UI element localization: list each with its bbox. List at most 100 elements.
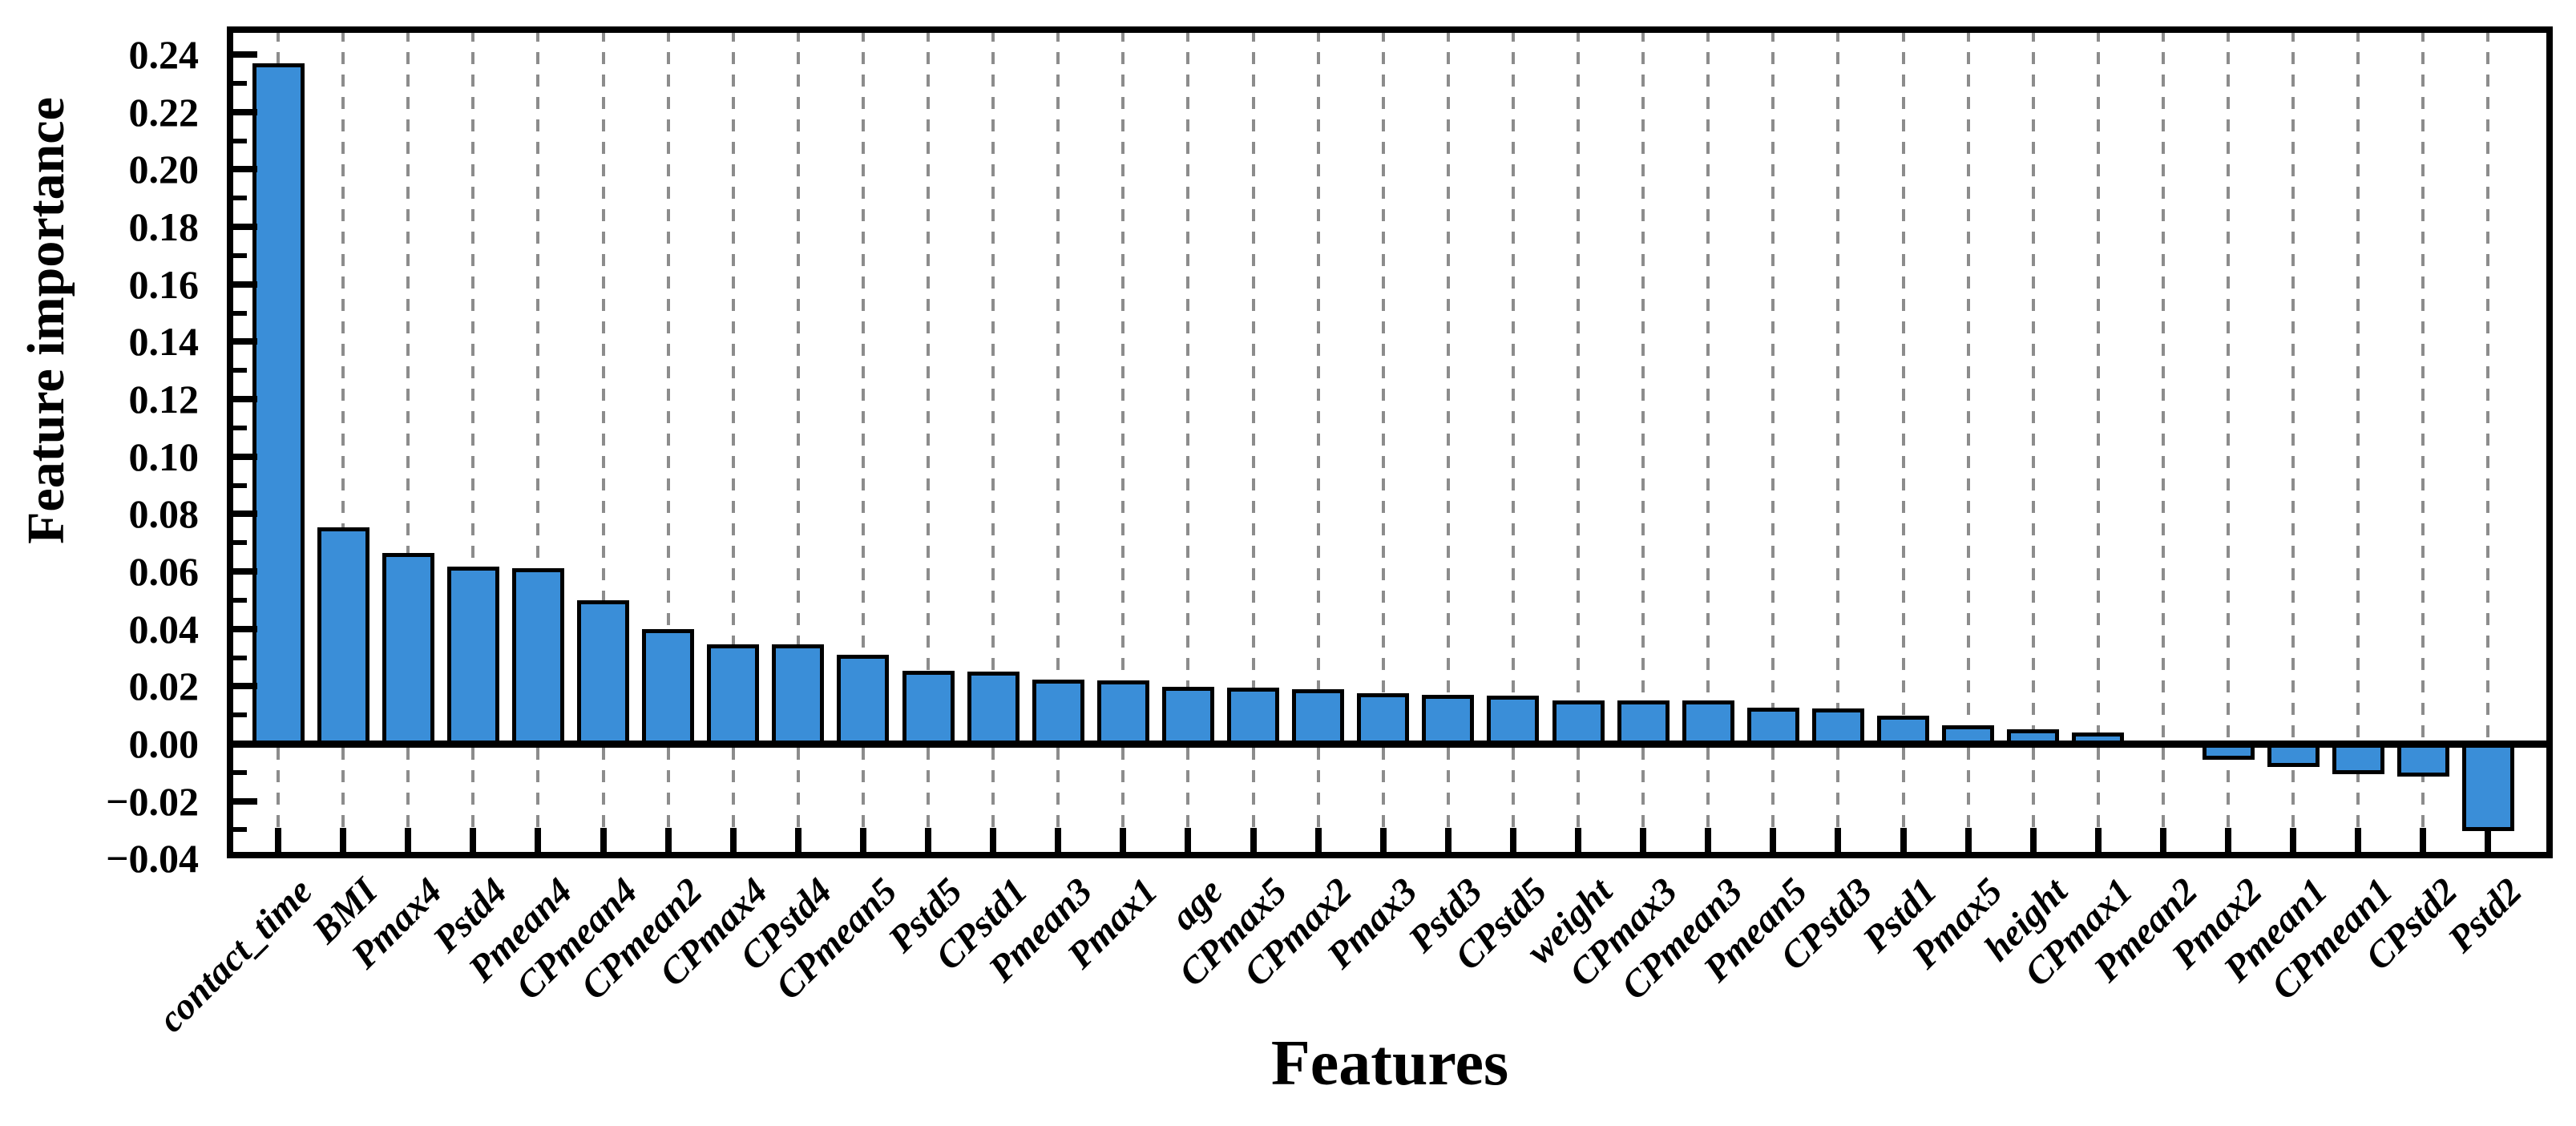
y-tick-label: 0.08 [128,491,200,537]
x-tick-label: Pstd2 [2440,870,2531,961]
x-tick-mark [2355,828,2362,852]
gridline [1251,30,1255,855]
gridline [1381,30,1385,855]
gridline [861,30,865,855]
y-tick-mark [233,224,257,231]
y-tick-mark [233,338,257,345]
bar-Pmax1 [1096,680,1149,748]
y-minor-tick-mark [233,655,247,660]
y-tick-label: 0.22 [128,89,200,135]
gridline [1966,30,1970,855]
y-tick-mark [233,166,257,173]
bar-CPmax2 [1292,688,1345,748]
bar-contact_time [252,63,305,748]
x-tick-mark [1575,828,1581,852]
y-axis-title: Feature importance [17,97,75,544]
y-tick-mark [233,625,257,632]
y-tick-label: 0.10 [128,434,200,479]
y-tick-mark [233,280,257,288]
y-minor-tick-mark [233,138,247,143]
y-minor-tick-mark [233,425,247,430]
x-tick-mark [2420,828,2427,852]
y-tick-label: −0.04 [106,836,199,882]
y-tick-mark [233,511,257,518]
plot-area [227,26,2553,858]
x-tick-mark [990,828,997,852]
gridline [1446,30,1450,855]
x-tick-mark [1314,828,1322,852]
y-tick-label: −0.02 [106,778,199,824]
gridline [991,30,995,855]
y-tick-label: 0.24 [128,32,200,78]
x-tick-mark [2159,828,2166,852]
y-minor-tick-mark [233,827,247,833]
bar-Pmax3 [1357,692,1410,748]
gridline [666,30,670,855]
y-minor-tick-mark [233,597,247,603]
bar-CPmax4 [707,644,760,748]
y-tick-label: 0.04 [128,606,200,652]
bar-CPstd1 [967,672,1019,748]
gridline [1186,30,1190,855]
y-tick-mark [233,797,257,805]
y-tick-label: 0.16 [128,261,200,307]
gridline [2161,30,2165,855]
gridline [731,30,735,855]
x-tick-mark [729,828,737,852]
bar-CPmax5 [1227,688,1279,748]
y-minor-tick-mark [233,80,247,86]
gridline [1706,30,1710,855]
x-tick-mark [1705,828,1712,852]
bar-BMI [317,527,369,748]
bar-CPmax3 [1617,700,1670,748]
bar-Pstd3 [1422,694,1475,748]
x-tick-mark [275,828,281,852]
bar-CPstd2 [2396,743,2449,777]
gridline [1316,30,1320,855]
y-minor-tick-mark [233,196,247,201]
gridline [1056,30,1060,855]
x-tick-mark [1900,828,1907,852]
x-tick-mark [1379,828,1387,852]
y-tick-mark [233,108,257,115]
bar-CPmean5 [837,654,890,748]
x-tick-mark [470,828,477,852]
gridline [601,30,605,855]
x-tick-mark [2094,828,2102,852]
bar-Pmean3 [1032,679,1084,748]
x-tick-mark [2485,828,2492,852]
y-tick-label: 0.20 [128,147,200,192]
y-tick-label: 0.14 [128,319,200,365]
gridline [341,30,345,855]
gridline [2031,30,2035,855]
y-tick-mark [233,396,257,403]
x-tick-mark [600,828,607,852]
gridline [471,30,475,855]
y-tick-label: 0.18 [128,204,200,250]
gridline [1641,30,1645,855]
x-tick-mark [535,828,542,852]
y-minor-tick-mark [233,769,247,775]
y-tick-mark [233,741,257,747]
y-minor-tick-mark [233,712,247,718]
gridline [1901,30,1905,855]
bar-weight [1552,700,1605,748]
gridline [1836,30,1840,855]
x-tick-mark [1770,828,1777,852]
x-tick-mark [1444,828,1452,852]
y-minor-tick-mark [233,252,247,258]
gridline [536,30,540,855]
gridline [406,30,410,855]
bar-age [1161,687,1214,748]
y-minor-tick-mark [233,540,247,546]
x-tick-mark [1120,828,1127,852]
x-tick-mark [1509,828,1516,852]
x-tick-mark [1185,828,1192,852]
x-axis-title: Features [1270,1028,1509,1099]
bar-Pmean4 [511,568,564,748]
x-tick-mark [859,828,866,852]
x-tick-mark [925,828,931,852]
y-tick-mark [233,568,257,575]
gridline [2291,30,2295,855]
x-tick-mark [2029,828,2037,852]
